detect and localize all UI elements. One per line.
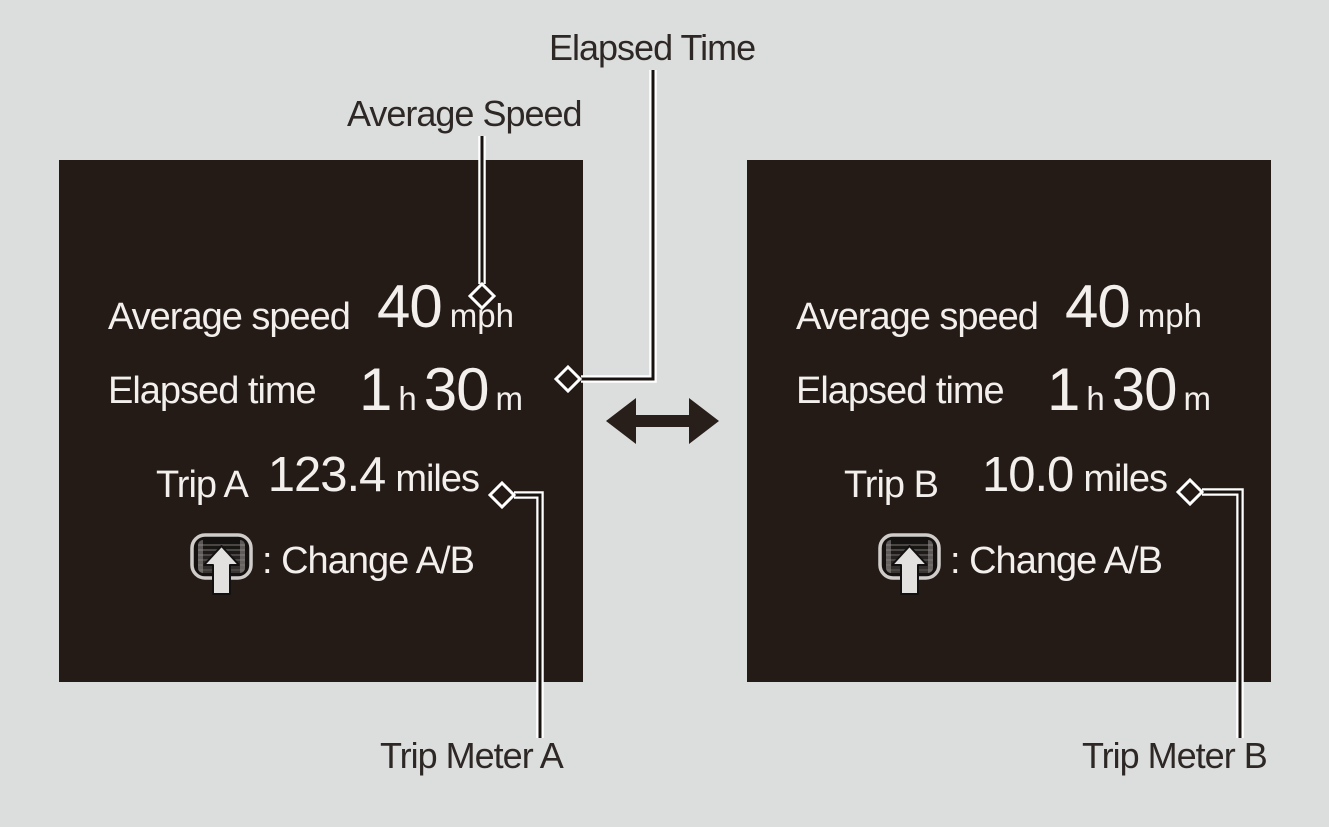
average-speed-label: Average speed	[796, 296, 1039, 338]
elapsed-time-connector-casing	[581, 70, 657, 383]
trip-value: 123.4 miles	[219, 448, 480, 502]
selector-wheel-up-icon	[190, 533, 253, 595]
elapsed-hours-unit: h	[1086, 380, 1105, 417]
average-speed-unit: mph	[449, 297, 514, 334]
trip-unit: miles	[1083, 458, 1168, 500]
trip-unit: miles	[395, 458, 480, 500]
trip-number: 10.0	[981, 448, 1074, 502]
trip-display-panel-b: Average speed 40 mph Elapsed time 1 h 30…	[747, 160, 1271, 682]
average-speed-value: 40 mph	[309, 277, 514, 337]
average-speed-label: Average speed	[108, 296, 351, 338]
average-speed-value: 40 mph	[997, 277, 1202, 337]
trip-value: 10.0 miles	[907, 448, 1168, 502]
elapsed-minutes-number: 30	[1111, 356, 1178, 423]
average-speed-number: 40	[1065, 273, 1131, 340]
elapsed-hours-number: 1	[1047, 356, 1080, 423]
elapsed-minutes-unit: m	[1183, 380, 1212, 417]
trip-display-panel-a: Average speed 40 mph Elapsed time 1 h 30…	[59, 160, 583, 682]
callout-label-elapsed-time: Elapsed Time	[549, 27, 756, 68]
elapsed-time-connector	[581, 70, 655, 381]
selector-wheel-up-icon	[878, 533, 941, 595]
average-speed-number: 40	[377, 273, 443, 340]
elapsed-time-value: 1 h 30 m	[997, 360, 1211, 420]
callout-label-trip-meter-b: Trip Meter B	[1082, 735, 1268, 776]
callout-label-trip-meter-a: Trip Meter A	[380, 735, 564, 776]
elapsed-time-label: Elapsed time	[796, 370, 1005, 412]
elapsed-time-value: 1 h 30 m	[309, 360, 523, 420]
change-ab-hint: : Change A/B	[262, 540, 475, 582]
elapsed-minutes-unit: m	[495, 380, 524, 417]
elapsed-time-label: Elapsed time	[108, 370, 317, 412]
elapsed-hours-number: 1	[359, 356, 392, 423]
change-ab-hint: : Change A/B	[950, 540, 1163, 582]
callout-label-average-speed: Average Speed	[347, 93, 583, 134]
average-speed-unit: mph	[1137, 297, 1202, 334]
trip-number: 123.4	[267, 448, 387, 502]
trip-label: Trip A	[156, 464, 249, 506]
trip-label: Trip B	[844, 464, 939, 506]
elapsed-hours-unit: h	[398, 380, 417, 417]
double-headed-arrow-icon	[606, 398, 719, 444]
elapsed-minutes-number: 30	[423, 356, 490, 423]
